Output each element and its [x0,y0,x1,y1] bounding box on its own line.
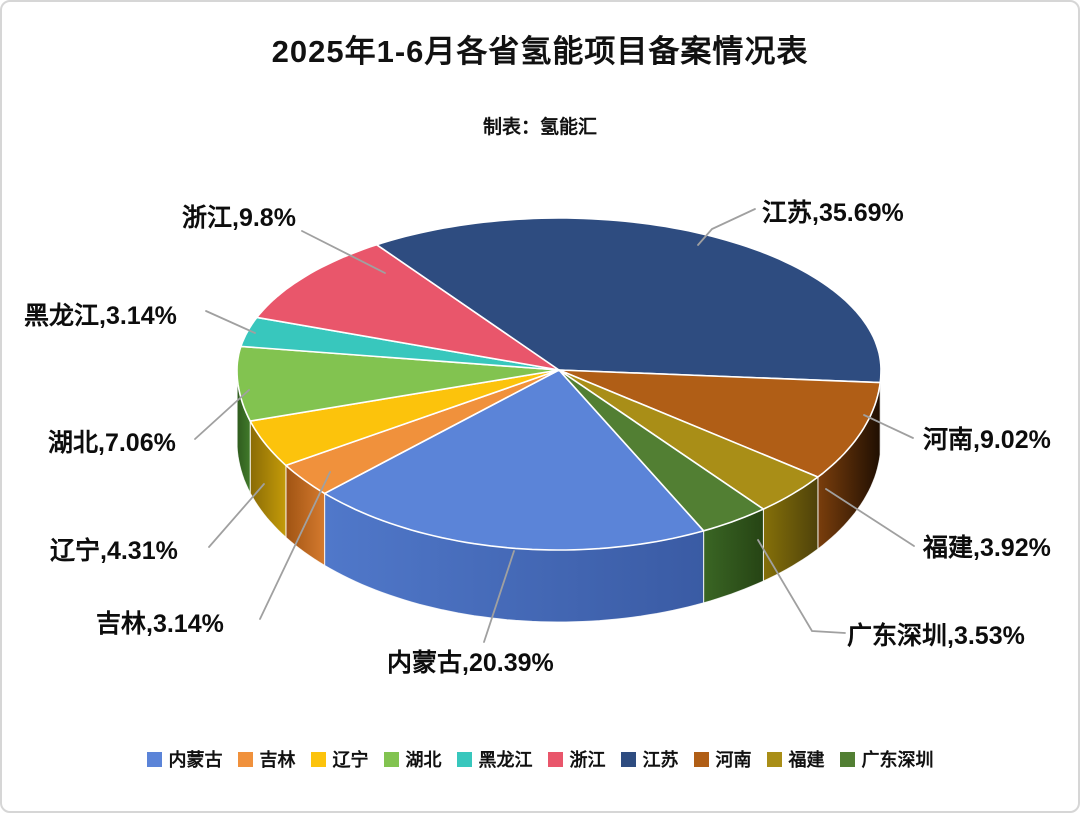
legend-swatch-hubei [383,751,399,767]
pie-label-jilin: 吉林,3.14% [96,610,224,638]
legend-item-zhejiang: 浙江 [547,746,606,772]
leader-line-liaoning [208,483,265,548]
legend-label-inner-mongolia: 内蒙古 [168,750,223,770]
pie-label-zhejiang: 浙江,9.8% [182,204,296,232]
legend-swatch-henan [693,751,709,767]
leader-line-jiangsu [697,208,756,246]
pie-slice-liaoning [249,369,560,467]
chart-title: 2025年1-6月各省氢能项目备案情况表 [271,34,809,69]
legend-item-guangdong-shenzhen: 广东深圳 [839,746,934,772]
legend-item-liaoning: 辽宁 [310,746,369,772]
pie-slice-guangdong-shenzhen [558,369,765,532]
pie-label-heilongjiang: 黑龙江,3.14% [24,302,177,330]
legend-label-henan: 河南 [715,750,752,770]
leader-line-inner-mongolia [483,550,515,643]
legend-swatch-fujian [766,751,782,767]
legend-item-jilin: 吉林 [237,746,296,772]
leader-line-hubei [194,389,250,440]
legend-swatch-inner-mongolia [146,751,162,767]
pie-label-jiangsu: 江苏,35.69% [762,199,904,227]
pie-slice-jiangsu [375,217,882,384]
leader-line-jilin [259,471,331,620]
legend-label-liaoning: 辽宁 [332,750,369,770]
pie-slice-fujian [558,369,819,510]
pie-label-fujian: 福建,3.92% [923,534,1051,562]
pie-slice-hubei [236,345,560,422]
legend-item-hubei: 湖北 [383,746,442,772]
pie-label-henan: 河南,9.02% [923,426,1051,454]
legend-item-henan: 河南 [693,746,752,772]
legend-item-heilongjiang: 黑龙江 [456,746,533,772]
pie-slice-inner-mongolia [323,369,705,551]
pie-label-hubei: 湖北,7.06% [48,429,176,457]
legend-swatch-guangdong-shenzhen [839,751,855,767]
legend-label-jilin: 吉林 [259,750,296,770]
legend-label-guangdong-shenzhen: 广东深圳 [861,750,934,770]
legend-label-heilongjiang: 黑龙江 [478,750,533,770]
legend-swatch-liaoning [310,751,326,767]
chart-subtitle: 制表：氢能汇 [482,117,597,138]
legend-swatch-heilongjiang [456,751,472,767]
legend-swatch-jiangsu [620,751,636,767]
legend-label-zhejiang: 浙江 [569,750,606,770]
leader-line-fujian [825,488,915,547]
leader-line-henan [863,414,914,439]
legend-swatch-zhejiang [547,751,563,767]
leader-line-zhejiang [301,230,386,274]
legend-label-jiangsu: 江苏 [642,750,679,770]
legend-item-jiangsu: 江苏 [620,746,679,772]
pie-slice-henan [558,369,881,478]
legend-label-hubei: 湖北 [405,750,442,770]
pie-label-liaoning: 辽宁,4.31% [50,537,178,565]
pie-label-inner-mongolia: 内蒙古,20.39% [387,649,554,677]
legend-swatch-jilin [237,751,253,767]
legend-label-fujian: 福建 [788,750,825,770]
legend-item-fujian: 福建 [766,746,825,772]
leader-line-heilongjiang [205,310,256,334]
leader-line-guangdong-shenzhen [757,539,846,634]
pie-slice-zhejiang [256,243,560,371]
legend-item-inner-mongolia: 内蒙古 [146,746,223,772]
chart-legend: 内蒙古 吉林 辽宁 湖北 黑龙江 浙江 江苏 河南 福建 广东深圳 [2,746,1078,772]
pie-label-guangdong-shenzhen: 广东深圳,3.53% [847,622,1025,650]
